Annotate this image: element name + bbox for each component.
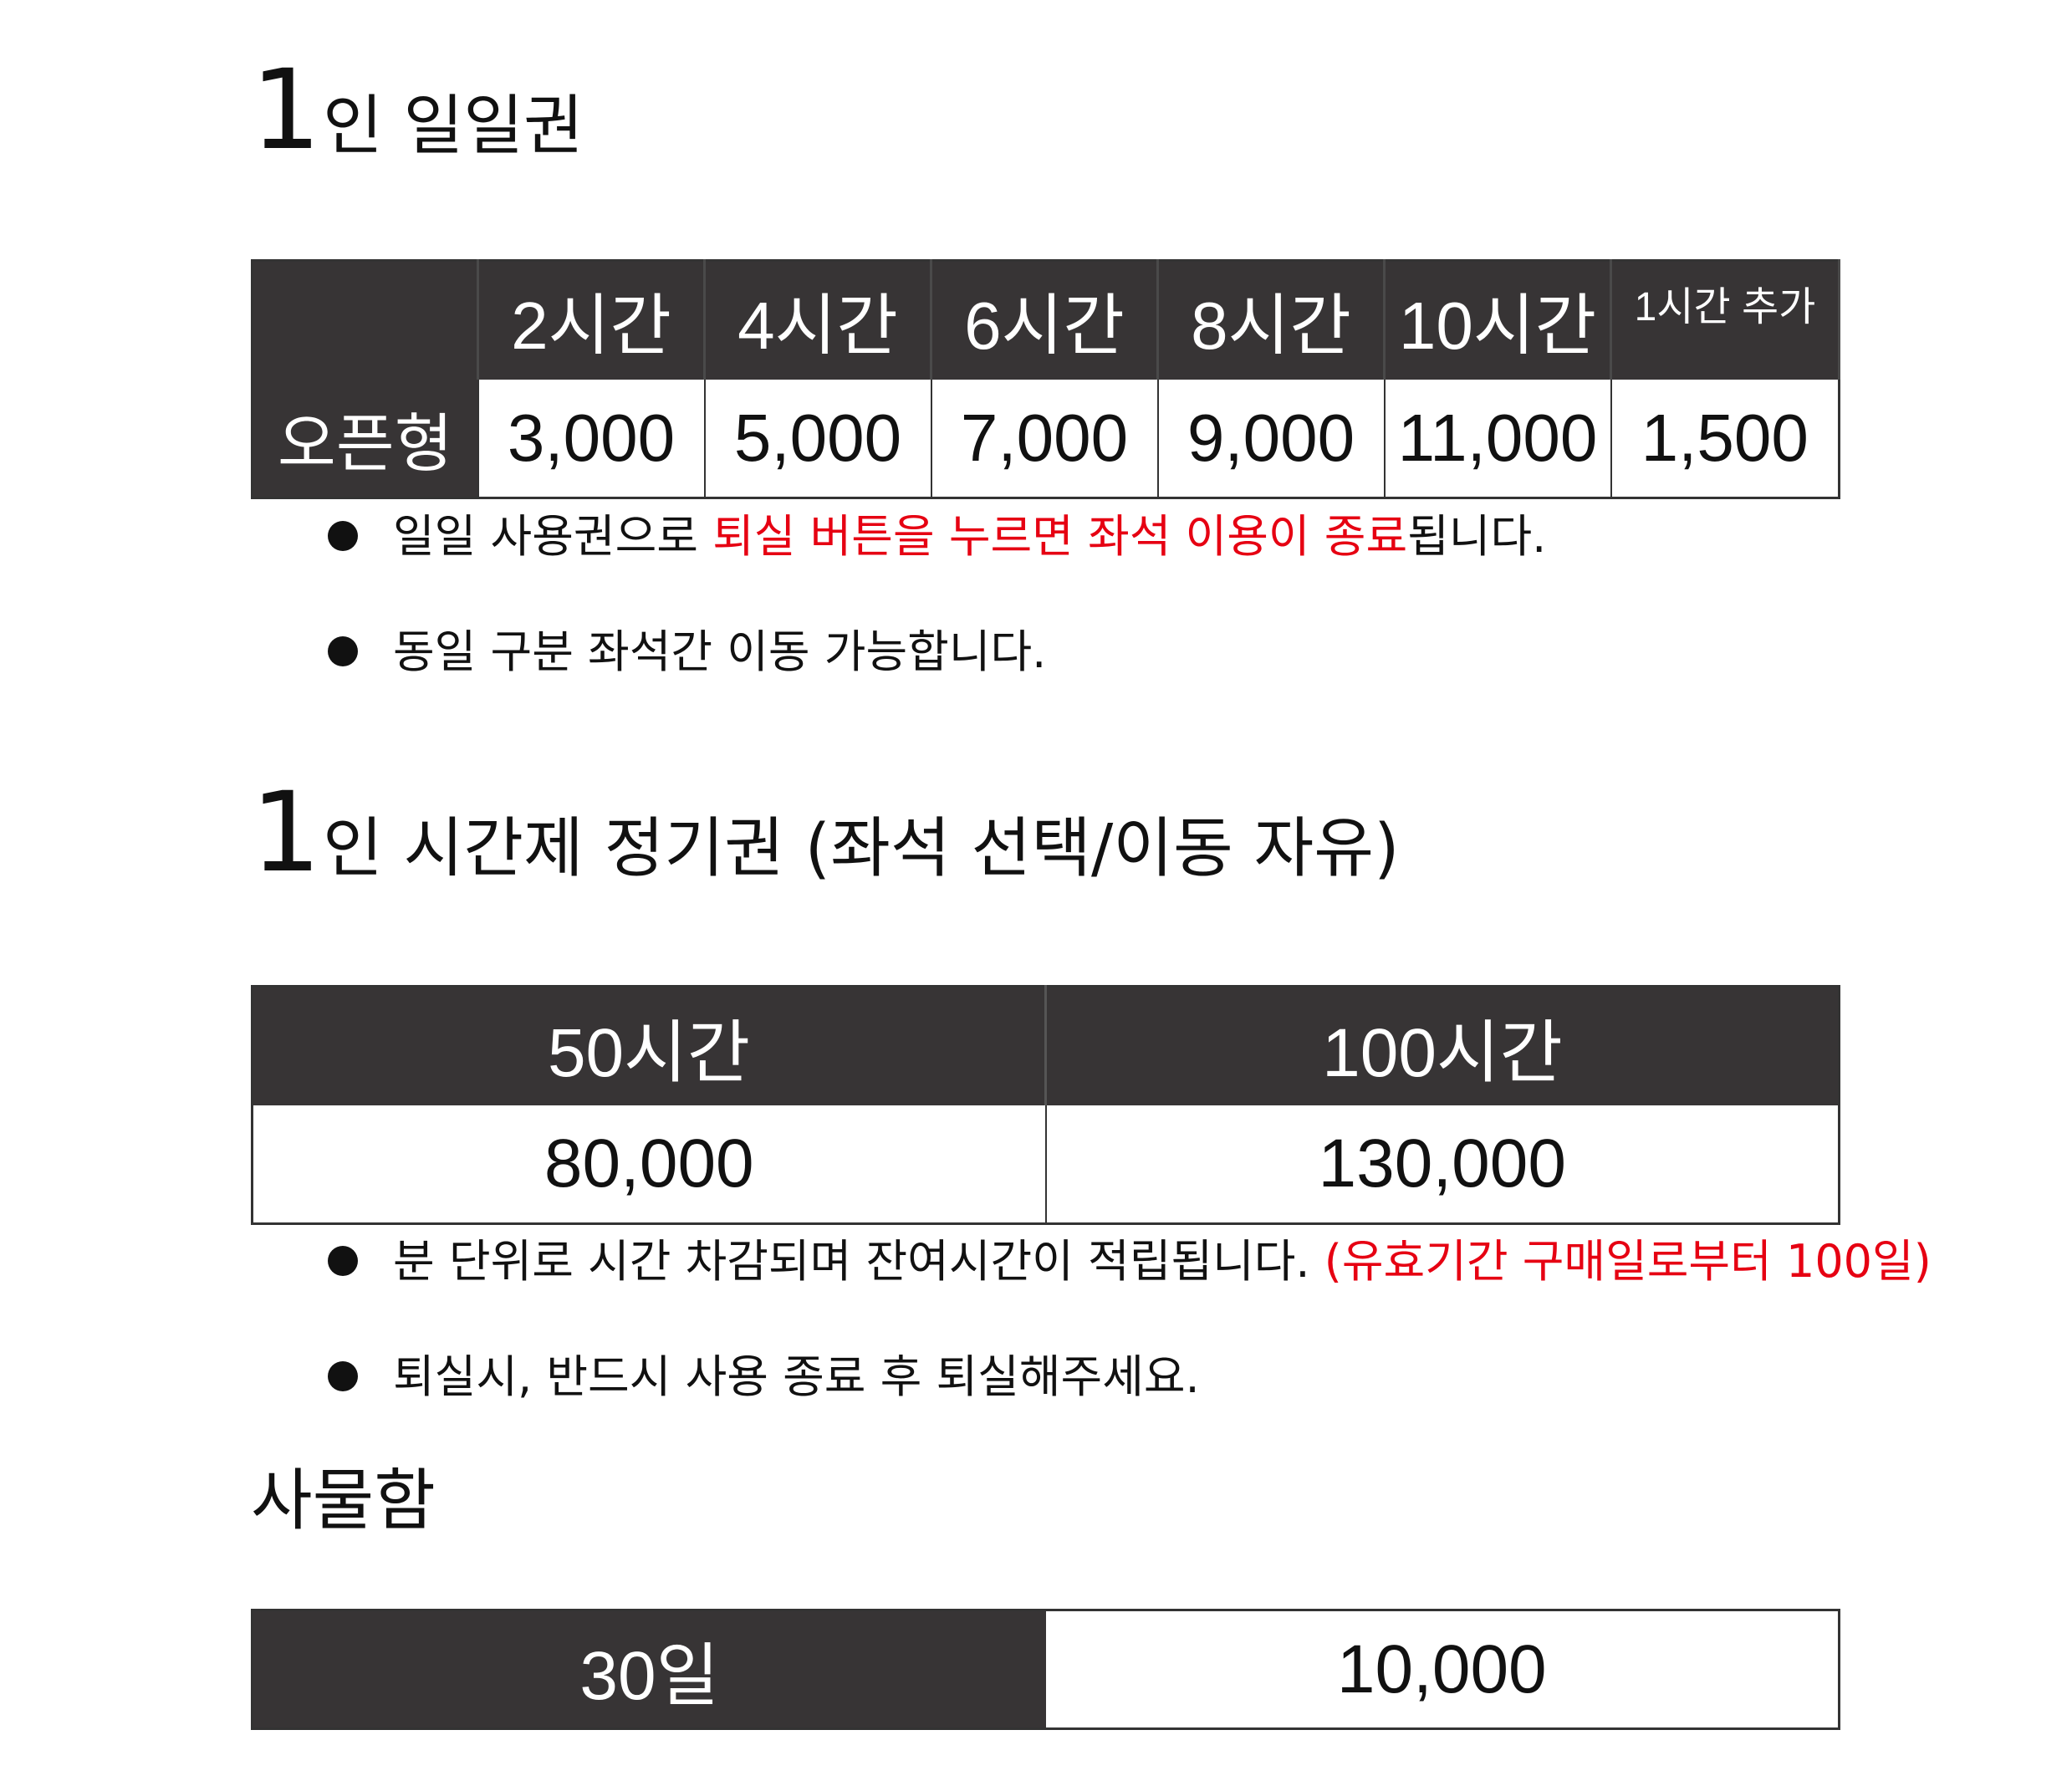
- daily-price-extra-hour: 1,500: [1610, 379, 1840, 498]
- period-price-100h: 130,000: [1045, 1105, 1840, 1224]
- daily-header-6h: 6시간: [931, 260, 1159, 380]
- period-header-row: 50시간 100시간: [252, 986, 1840, 1105]
- period-title-number: 1: [251, 768, 321, 897]
- daily-note-text-end: 됩니다.: [1407, 510, 1547, 563]
- daily-pass-title: 1인 일일권: [251, 55, 584, 166]
- locker-row: 30일 10,000: [252, 1610, 1840, 1729]
- bullet-icon: [328, 521, 358, 551]
- locker-period: 30일: [252, 1610, 1046, 1729]
- daily-header-extra-hour: 1시간 추가: [1610, 260, 1840, 380]
- period-note-text: 분 단위로 시간 차감되며 잔여시간이 적립됩니다.: [393, 1235, 1324, 1288]
- period-price-table: 50시간 100시간 80,000 130,000: [251, 985, 1840, 1225]
- daily-price-table: 2시간 4시간 6시간 8시간 10시간 1시간 추가 오픈형 3,000 5,…: [251, 259, 1840, 499]
- period-note-item: 퇴실시, 반드시 사용 종료 후 퇴실해주세요.: [318, 1355, 1932, 1400]
- period-price-row: 80,000 130,000: [252, 1105, 1840, 1224]
- period-header-100h: 100시간: [1045, 986, 1840, 1105]
- daily-price-row: 오픈형 3,000 5,000 7,000 9,000 11,000 1,500: [252, 379, 1840, 498]
- daily-row-label-open: 오픈형: [252, 379, 478, 498]
- bullet-icon: [328, 636, 358, 666]
- period-pass-title: 1인 시간제 정기권 (좌석 선택/이동 자유): [251, 778, 1400, 888]
- daily-notes-list: 일일 사용권으로 퇴실 버튼을 누르면 좌석 이용이 종료됩니다. 동일 구분 …: [318, 514, 1546, 675]
- daily-header-4h: 4시간: [704, 260, 932, 380]
- daily-note-text: 동일 구분 좌석간 이동 가능합니다.: [393, 625, 1047, 678]
- locker-price-table: 30일 10,000: [251, 1609, 1840, 1730]
- daily-price-10h: 11,000: [1383, 379, 1612, 498]
- daily-header-corner: [252, 260, 479, 380]
- daily-price-2h: 3,000: [477, 379, 706, 498]
- locker-price: 10,000: [1045, 1610, 1840, 1729]
- bullet-icon: [328, 1361, 358, 1391]
- daily-header-row: 2시간 4시간 6시간 8시간 10시간 1시간 추가: [252, 260, 1840, 380]
- period-note-text: 퇴실시, 반드시 사용 종료 후 퇴실해주세요.: [393, 1350, 1200, 1403]
- period-note-highlight: (유효기간 구매일로부터 100일): [1324, 1235, 1932, 1288]
- locker-title: 사물함: [251, 1462, 436, 1539]
- daily-note-item: 동일 구분 좌석간 이동 가능합니다.: [318, 630, 1546, 675]
- daily-price-8h: 9,000: [1156, 379, 1386, 498]
- period-note-item: 분 단위로 시간 차감되며 잔여시간이 적립됩니다. (유효기간 구매일로부터 …: [318, 1239, 1932, 1284]
- daily-note-text: 일일 사용권으로: [393, 510, 713, 563]
- daily-price-6h: 7,000: [930, 379, 1159, 498]
- period-title-text: 인 시간제 정기권 (좌석 선택/이동 자유): [322, 811, 1400, 886]
- daily-note-item: 일일 사용권으로 퇴실 버튼을 누르면 좌석 이용이 종료됩니다.: [318, 514, 1546, 559]
- bullet-icon: [328, 1246, 358, 1276]
- daily-title-text: 인 일일권: [322, 89, 584, 164]
- daily-header-2h: 2시간: [477, 260, 706, 380]
- daily-header-10h: 10시간: [1384, 260, 1612, 380]
- period-price-50h: 80,000: [252, 1105, 1047, 1224]
- period-notes-list: 분 단위로 시간 차감되며 잔여시간이 적립됩니다. (유효기간 구매일로부터 …: [318, 1239, 1932, 1400]
- daily-note-highlight: 퇴실 버튼을 누르면 좌석 이용이 종료: [712, 510, 1408, 563]
- daily-header-8h: 8시간: [1157, 260, 1386, 380]
- daily-price-4h: 5,000: [703, 379, 932, 498]
- daily-title-number: 1: [251, 46, 321, 175]
- period-header-50h: 50시간: [252, 986, 1047, 1105]
